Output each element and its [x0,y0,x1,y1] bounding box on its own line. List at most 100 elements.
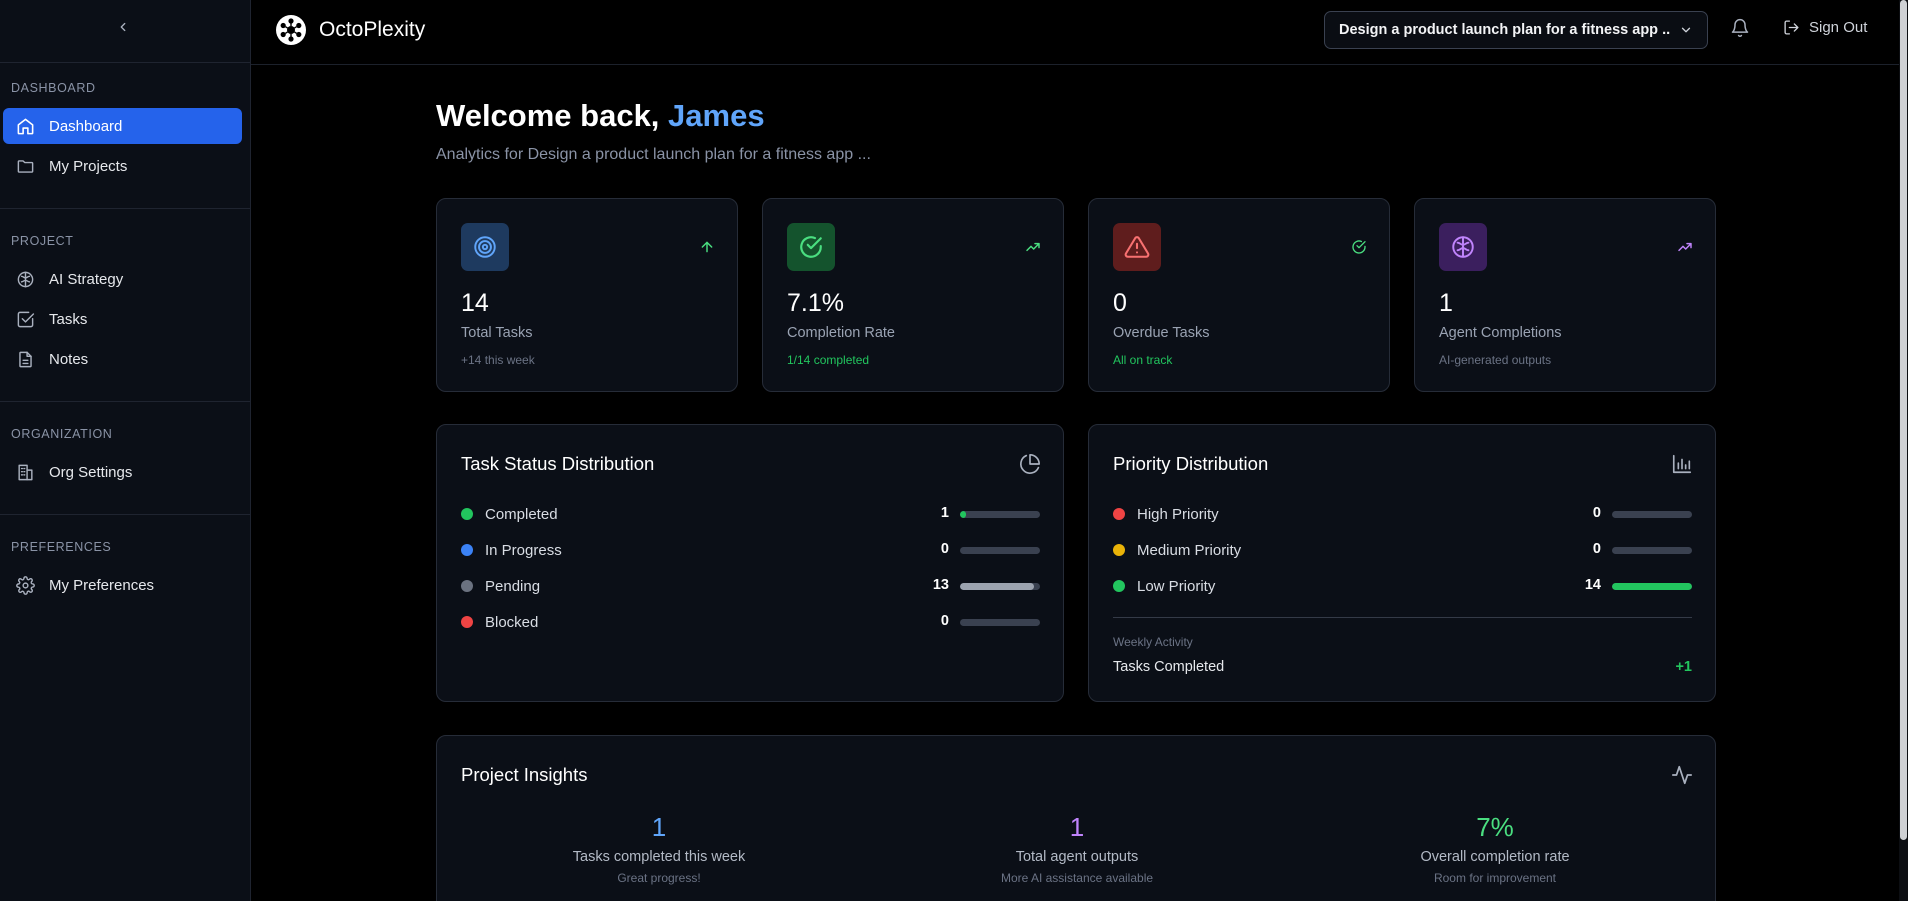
priority-count: 14 [1584,577,1601,593]
task-status-label: Blocked [485,613,539,631]
brain-icon [15,269,35,289]
stat-sub: All on track [1113,353,1173,367]
sidebar-item-notes[interactable]: Notes [3,341,242,377]
sidebar-item-ai-strategy[interactable]: AI Strategy [3,261,242,297]
sidebar-item-my-projects[interactable]: My Projects [3,148,242,184]
status-dot [1113,580,1125,592]
priority-label: Medium Priority [1137,541,1242,559]
sidebar-item-my-preferences[interactable]: My Preferences [3,567,242,603]
task-status-label: Completed [485,505,558,523]
sidebar: DASHBOARD Dashboard My Projects PROJECT … [0,0,251,901]
sidebar-item-label: Dashboard [49,117,123,135]
sidebar-item-org-settings[interactable]: Org Settings [3,454,242,490]
project-select-value: Design a product launch plan for a fitne… [1339,22,1671,38]
stat-value: 14 [461,289,489,317]
status-dot [461,544,473,556]
notifications-button[interactable] [1730,18,1752,40]
bar-chart-icon [1672,454,1692,474]
check-square-icon [15,309,35,329]
task-status-bar [960,583,1040,590]
bell-icon [1731,18,1749,38]
section-divider [0,401,251,402]
trending-up-icon [1678,242,1692,252]
weekly-tasks-completed-value: +1 [1675,659,1692,675]
insight-label: Total agent outputs [1015,849,1139,865]
task-status-row: Pending [461,576,540,596]
task-status-bar [960,547,1040,554]
stat-value: 1 [1439,289,1453,317]
task-status-row: Blocked [461,612,538,632]
task-status-row: Completed [461,504,558,524]
project-select[interactable]: Design a product launch plan for a fitne… [1324,11,1708,49]
task-status-row: In Progress [461,540,562,560]
folder-icon [15,156,35,176]
stat-label: Completion Rate [787,325,895,341]
page-title: Welcome back, James [436,98,765,134]
stat-value: 7.1% [787,289,844,317]
task-status-count: 1 [940,505,949,521]
activity-icon [1671,765,1693,785]
insight-value: 1 [651,812,667,842]
alert-triangle-icon [1113,223,1161,271]
building-icon [15,462,35,482]
file-text-icon [15,349,35,369]
home-icon [15,116,35,136]
sidebar-item-label: AI Strategy [49,270,124,288]
top-header: OctoPlexity Design a product launch plan… [251,0,1899,65]
greeting-text: Welcome back, [436,98,669,133]
brand-name: OctoPlexity [319,18,426,41]
stat-card-overdue-tasks: 0 Overdue Tasks All on track [1088,198,1390,392]
sidebar-item-label: Tasks [49,310,88,328]
status-dot [1113,544,1125,556]
sidebar-item-label: Org Settings [49,463,133,481]
sidebar-item-tasks[interactable]: Tasks [3,301,242,337]
priority-count: 0 [1592,541,1601,557]
priority-count: 0 [1592,505,1601,521]
arrow-up-icon [701,241,713,253]
sidebar-item-dashboard[interactable]: Dashboard [3,108,242,144]
priority-bar [1612,547,1692,554]
priority-row: Low Priority [1113,576,1215,596]
chevron-down-icon [1681,27,1691,33]
priority-bar [1612,583,1692,590]
collapse-sidebar-button[interactable] [110,14,136,40]
sidebar-divider [0,62,251,63]
status-dot [461,580,473,592]
stat-label: Total Tasks [461,325,533,341]
priority-label: Low Priority [1137,577,1216,595]
stat-label: Agent Completions [1439,325,1562,341]
sign-out-label: Sign Out [1809,19,1868,36]
insight-tasks-this-week: 1 Tasks completed this week Great progre… [509,812,809,885]
sign-out-button[interactable]: Sign Out [1783,19,1867,36]
brand[interactable]: OctoPlexity [275,14,425,46]
section-divider [0,514,251,515]
stat-value: 0 [1113,289,1127,317]
stat-label: Overdue Tasks [1113,325,1210,341]
section-label-preferences: PREFERENCES [11,540,112,554]
brain-icon [1439,223,1487,271]
insight-value: 7% [1476,812,1514,842]
panel-title: Priority Distribution [1113,453,1269,474]
stat-card-total-tasks: 14 Total Tasks +14 this week [436,198,738,392]
page-subtitle: Analytics for Design a product launch pl… [436,146,871,163]
task-status-label: Pending [485,577,541,595]
section-label-organization: ORGANIZATION [11,427,113,441]
status-dot [461,616,473,628]
priority-row: High Priority [1113,504,1219,524]
task-status-bar [960,619,1040,626]
insight-sub: More AI assistance available [1000,871,1154,885]
insight-label: Tasks completed this week [572,849,746,865]
priority-panel: Priority Distribution High Priority 0 Medi… [1088,424,1716,702]
scrollbar-thumb[interactable] [1900,0,1907,840]
panel-title: Project Insights [461,764,588,785]
panel-title: Task Status Distribution [461,453,655,474]
priority-bar-fill [1612,583,1692,590]
weekly-activity-label: Weekly Activity [1113,635,1193,649]
priority-label: High Priority [1137,505,1219,523]
task-status-bar-fill [960,583,1035,590]
gear-icon [15,575,35,595]
task-status-label: In Progress [485,541,562,559]
target-icon [461,223,509,271]
section-label-dashboard: DASHBOARD [11,81,96,95]
